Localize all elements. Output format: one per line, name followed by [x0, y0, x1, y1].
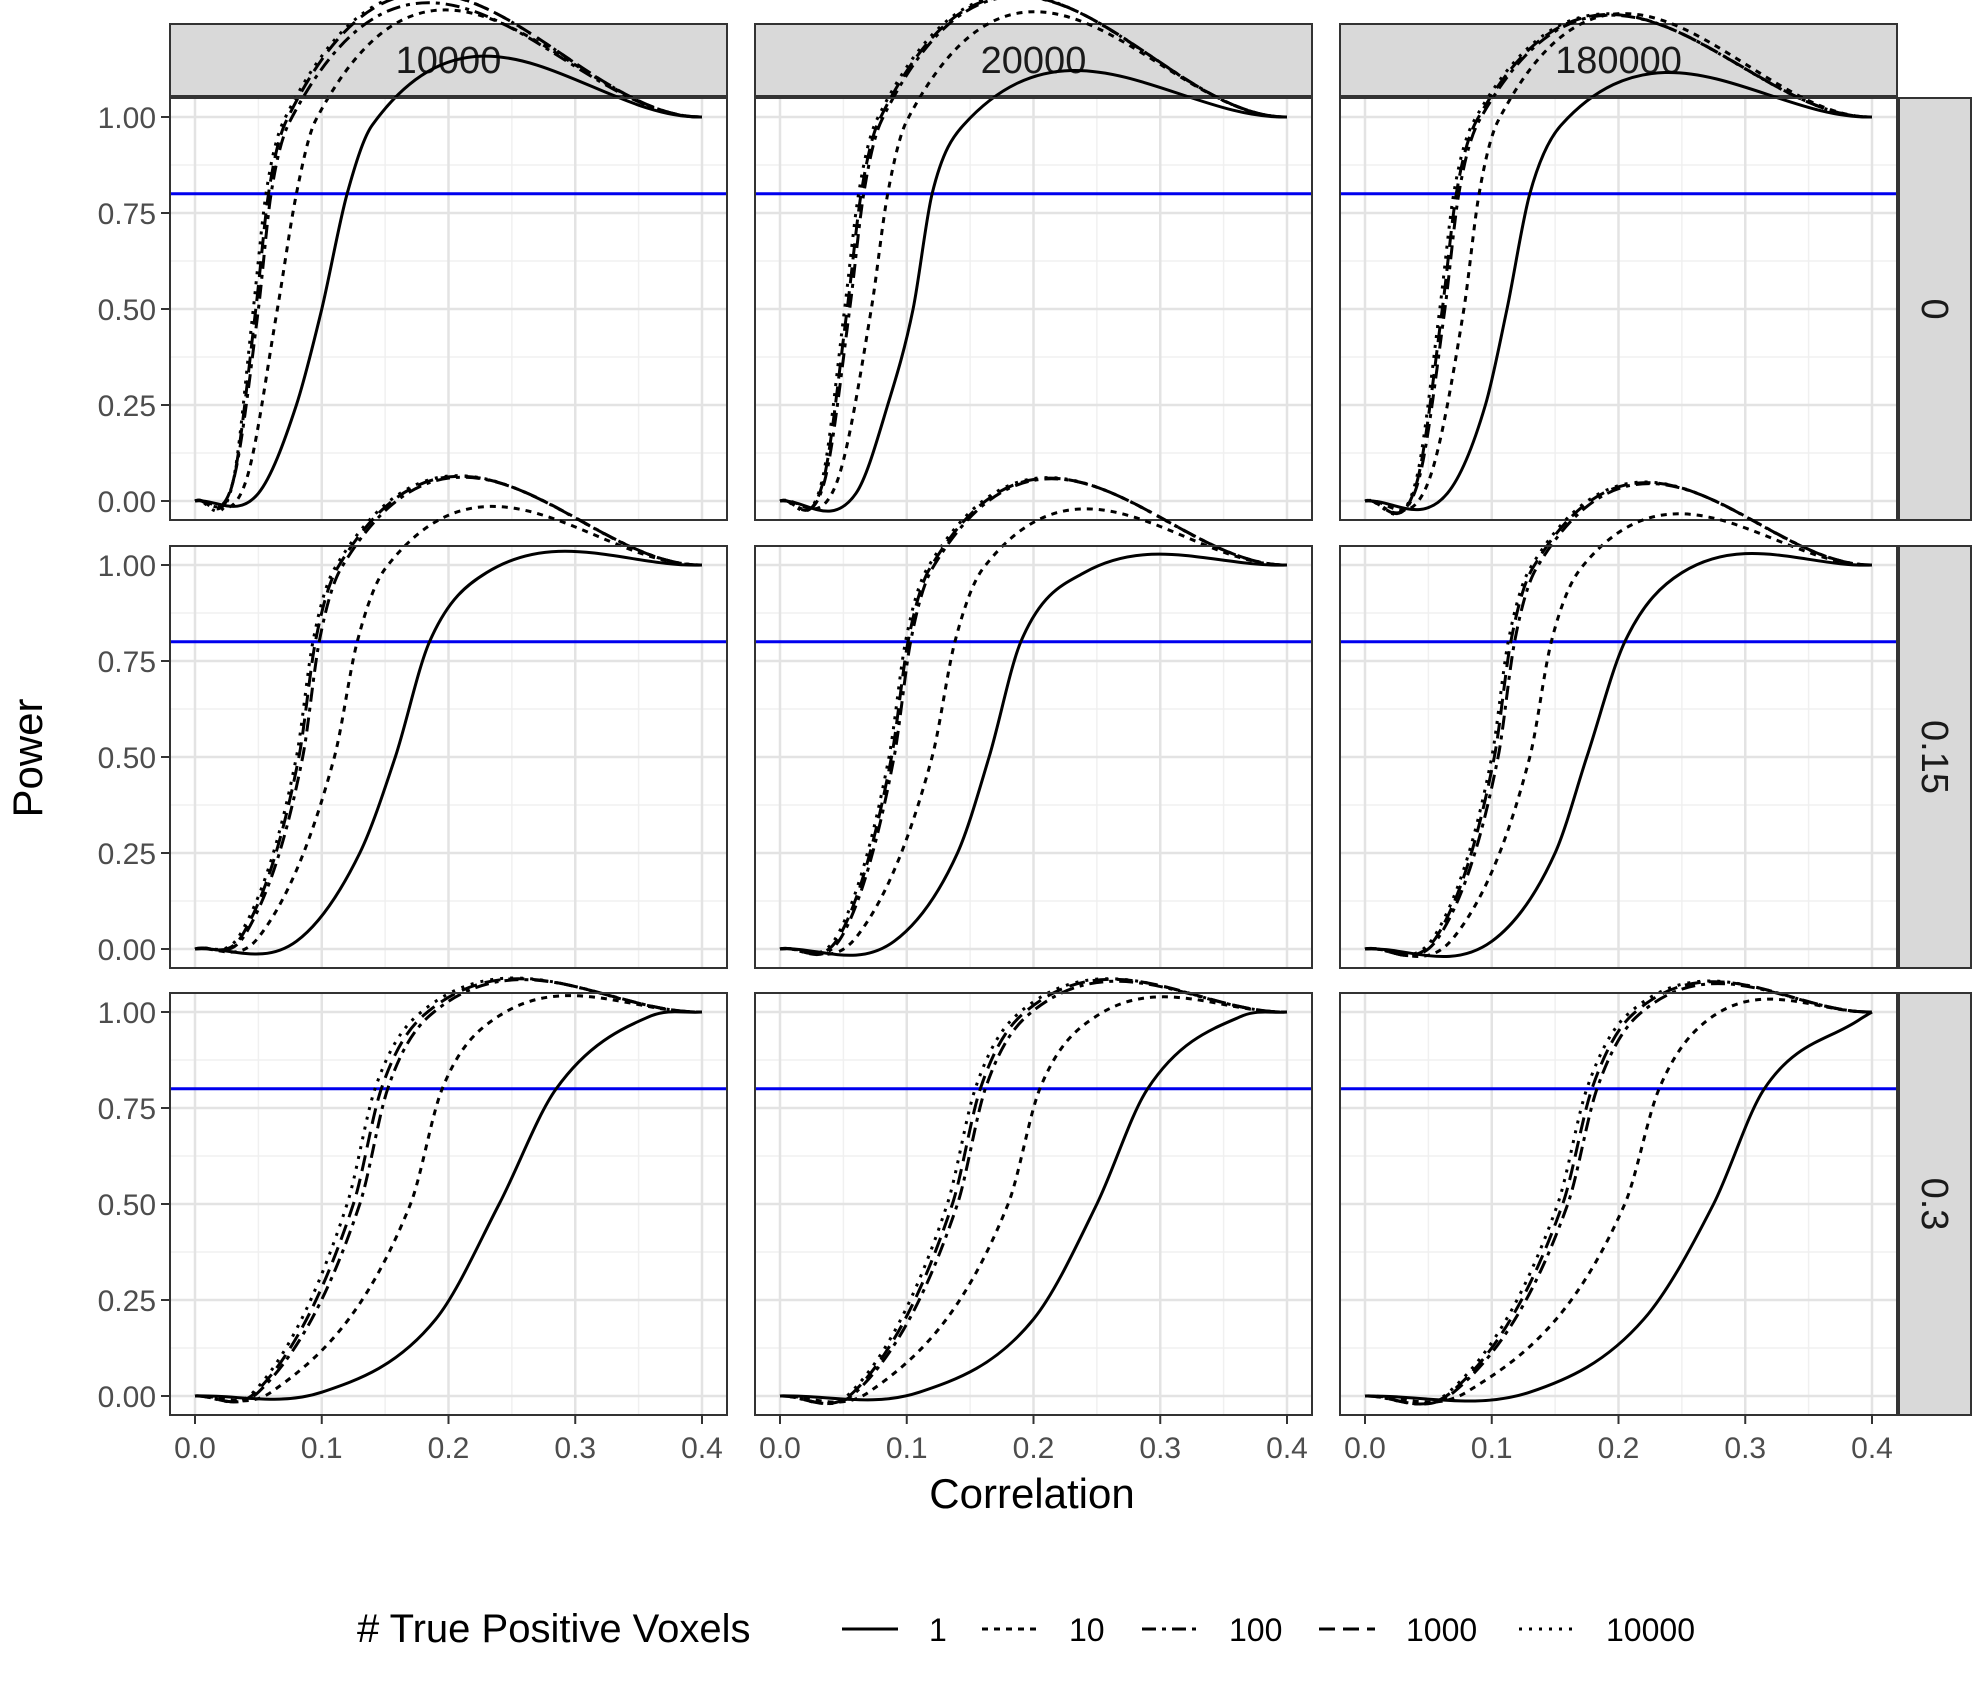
series-line-100 [1364, 13, 1873, 515]
panel: 0.0 0.1 0.2 0.3 0.4 [1339, 979, 1898, 1465]
x-tick-label: 0.3 [554, 1432, 596, 1465]
series-line-1000 [194, 474, 703, 952]
panel: 0.00 0.25 0.50 0.75 1.00 0.0 0.1 0.2 0.3 0.4 [98, 976, 728, 1465]
column-strip [754, 23, 1313, 97]
panel [1339, 480, 1898, 969]
y-tick-label: 0.00 [98, 934, 156, 967]
series-line-10 [779, 507, 1288, 956]
y-tick-label: 0.00 [98, 1381, 156, 1414]
legend-label-10000: 10000 [1606, 1612, 1695, 1648]
x-tick-label: 0.1 [886, 1432, 928, 1465]
x-tick-label: 0.3 [1139, 1432, 1181, 1465]
panel [754, 476, 1313, 969]
series-line-1 [194, 549, 703, 956]
x-tick-label: 0.0 [759, 1432, 801, 1465]
series-line-10 [779, 10, 1288, 511]
series-line-10000 [194, 976, 703, 1404]
x-tick-label: 0.2 [1598, 1432, 1640, 1465]
x-tick-label: 0.0 [174, 1432, 216, 1465]
legend-label-10: 10 [1069, 1612, 1105, 1648]
series-line-1 [194, 1010, 703, 1401]
x-tick-label: 0.4 [681, 1432, 723, 1465]
series-line-100 [1364, 982, 1873, 1406]
y-tick-label: 0.50 [98, 1189, 156, 1222]
series-line-10 [1364, 997, 1873, 1404]
series-line-10 [1364, 12, 1873, 512]
y-tick-label: 0.25 [98, 1285, 156, 1318]
row-strip-label: 0.15 [1913, 720, 1955, 794]
series-line-1 [779, 552, 1288, 957]
series-line-100 [194, 475, 703, 952]
x-tick-label: 0.1 [1471, 1432, 1513, 1465]
series-line-10000 [194, 474, 703, 951]
series-line-10000 [194, 0, 703, 513]
series-line-10 [194, 994, 703, 1403]
panel-border [1339, 97, 1898, 521]
y-tick-label: 0.50 [98, 294, 156, 327]
panel-border [1339, 545, 1898, 969]
series-line-1 [1364, 71, 1873, 512]
legend-label-1000: 1000 [1406, 1612, 1477, 1648]
legend: # True Positive Voxels 1 10 100 1000 10000 [357, 1607, 1695, 1651]
column-strip-label: 180000 [1555, 40, 1682, 82]
x-tick-label: 0.0 [1344, 1432, 1386, 1465]
series-line-1000 [1364, 481, 1873, 957]
panel [754, 0, 1313, 521]
panel [1339, 12, 1898, 521]
y-axis-title: Power [4, 698, 51, 817]
x-axis-title: Correlation [929, 1470, 1134, 1517]
series-line-10000 [1364, 12, 1873, 516]
y-tick-label: 0.25 [98, 838, 156, 871]
facet-panels: 10000 20000 18000000.150.30.000.250.500.75… [98, 0, 1972, 1465]
column-strip-label: 20000 [981, 40, 1087, 82]
panel-border [754, 97, 1313, 521]
panel-border [754, 545, 1313, 969]
panel: 0.0 0.1 0.2 0.3 0.4 [754, 977, 1313, 1465]
x-tick-label: 0.4 [1851, 1432, 1893, 1465]
x-tick-label: 0.3 [1724, 1432, 1766, 1465]
series-line-10000 [1364, 480, 1873, 957]
legend-label-100: 100 [1229, 1612, 1282, 1648]
row-strip [1898, 97, 1972, 521]
legend-label-1: 1 [929, 1612, 947, 1648]
x-tick-label: 0.4 [1266, 1432, 1308, 1465]
y-tick-label: 0.75 [98, 1093, 156, 1126]
row-strip [1898, 992, 1972, 1416]
x-tick-label: 0.2 [1013, 1432, 1055, 1465]
panel: 0.00 0.25 0.50 0.75 1.00 [98, 0, 728, 521]
series-line-1000 [779, 476, 1288, 956]
series-line-10000 [779, 977, 1288, 1405]
series-line-10 [1364, 512, 1873, 958]
column-strip [169, 23, 728, 97]
series-line-100 [1364, 482, 1873, 958]
y-tick-label: 1.00 [98, 997, 156, 1030]
series-line-1000 [194, 977, 703, 1404]
series-line-1 [779, 1010, 1288, 1402]
y-tick-label: 0.25 [98, 390, 156, 423]
series-line-100 [779, 979, 1288, 1406]
y-tick-label: 0.50 [98, 742, 156, 775]
series-line-1 [1364, 552, 1873, 959]
x-tick-label: 0.1 [301, 1432, 343, 1465]
series-line-1000 [1364, 13, 1873, 516]
row-strip [1898, 545, 1972, 969]
y-tick-label: 0.75 [98, 646, 156, 679]
panel: 0.00 0.25 0.50 0.75 1.00 [98, 474, 728, 969]
series-line-1 [194, 54, 703, 508]
y-tick-label: 1.00 [98, 550, 156, 583]
series-line-1000 [779, 0, 1288, 512]
x-tick-label: 0.2 [428, 1432, 470, 1465]
series-line-1 [779, 68, 1288, 513]
row-strip-label: 0.3 [1913, 1178, 1955, 1231]
legend-title: # True Positive Voxels [357, 1607, 751, 1651]
series-line-1 [1364, 1010, 1873, 1403]
y-tick-label: 1.00 [98, 102, 156, 135]
y-tick-label: 0.00 [98, 486, 156, 519]
series-line-100 [779, 477, 1288, 957]
y-tick-label: 0.75 [98, 198, 156, 231]
row-strip-label: 0 [1913, 298, 1955, 319]
series-line-10 [779, 995, 1288, 1404]
